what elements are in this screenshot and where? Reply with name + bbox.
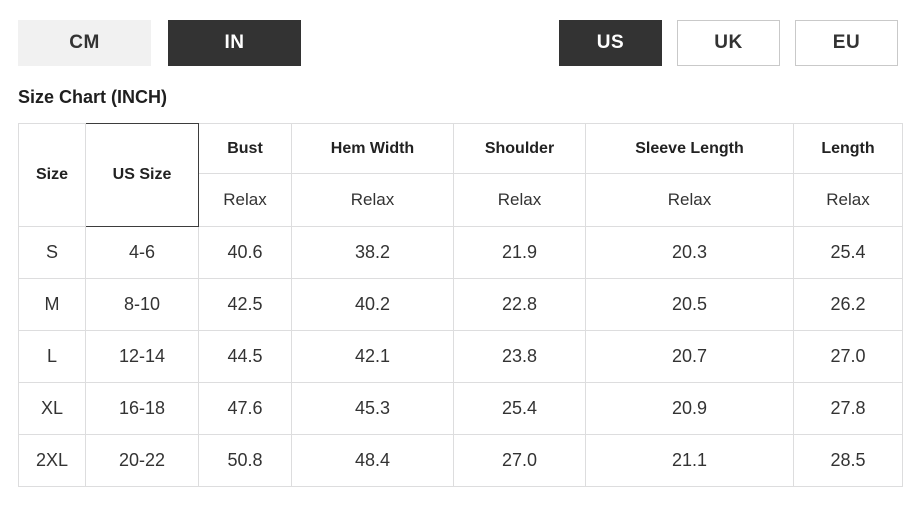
length-cell: 26.2 [793,278,903,331]
column-header-sleeve-length: Sleeve Length [585,123,794,174]
bust-cell: 47.6 [198,382,292,435]
subheader-sleeve-length-relax: Relax [585,173,794,227]
bust-cell: 44.5 [198,330,292,383]
column-header-us-size: US Size [85,123,199,227]
table-row: L 12-14 44.5 42.1 23.8 20.7 27.0 [18,330,903,383]
column-header-shoulder: Shoulder [453,123,586,174]
page-title: Size Chart (INCH) [18,87,168,107]
table-row: 2XL 20-22 50.8 48.4 27.0 21.1 28.5 [18,434,903,487]
toggles-row: CM IN US UK EU [18,20,898,66]
column-header-hem-width: Hem Width [291,123,454,174]
us-size-cell: 20-22 [85,434,199,487]
subheader-bust-relax: Relax [198,173,292,227]
column-header-bust: Bust [198,123,292,174]
subheader-length-relax: Relax [793,173,903,227]
length-cell: 25.4 [793,226,903,279]
us-size-cell: 8-10 [85,278,199,331]
bust-cell: 50.8 [198,434,292,487]
header-row-sub: Relax Relax Relax Relax Relax [19,173,903,227]
hem-width-cell: 45.3 [291,382,454,435]
hem-width-cell: 38.2 [291,226,454,279]
column-header-length: Length [793,123,903,174]
region-uk-button[interactable]: UK [677,20,780,66]
sleeve-length-cell: 20.5 [585,278,794,331]
table-row: XL 16-18 47.6 45.3 25.4 20.9 27.8 [18,382,903,435]
sleeve-length-cell: 20.7 [585,330,794,383]
length-cell: 27.0 [793,330,903,383]
hem-width-cell: 40.2 [291,278,454,331]
bust-cell: 42.5 [198,278,292,331]
us-size-cell: 4-6 [85,226,199,279]
size-cell: M [18,278,86,331]
column-header-size: Size [18,123,86,227]
bust-cell: 40.6 [198,226,292,279]
shoulder-cell: 27.0 [453,434,586,487]
unit-toggle-group: CM IN [18,20,301,66]
shoulder-cell: 25.4 [453,382,586,435]
subheader-hem-width-relax: Relax [291,173,454,227]
sleeve-length-cell: 21.1 [585,434,794,487]
subheader-shoulder-relax: Relax [453,173,586,227]
size-chart-table: Size US Size Bust Hem Width Shoulder Sle… [18,123,903,487]
region-us-button[interactable]: US [559,20,662,66]
size-cell: 2XL [18,434,86,487]
length-cell: 27.8 [793,382,903,435]
table-row: S 4-6 40.6 38.2 21.9 20.3 25.4 [18,226,903,279]
sleeve-length-cell: 20.9 [585,382,794,435]
hem-width-cell: 42.1 [291,330,454,383]
shoulder-cell: 23.8 [453,330,586,383]
length-cell: 28.5 [793,434,903,487]
us-size-cell: 12-14 [85,330,199,383]
region-toggle-group: US UK EU [559,20,898,66]
table-row: M 8-10 42.5 40.2 22.8 20.5 26.2 [18,278,903,331]
unit-cm-button[interactable]: CM [18,20,151,66]
sleeve-length-cell: 20.3 [585,226,794,279]
size-cell: XL [18,382,86,435]
region-eu-button[interactable]: EU [795,20,898,66]
shoulder-cell: 21.9 [453,226,586,279]
size-cell: S [18,226,86,279]
shoulder-cell: 22.8 [453,278,586,331]
size-cell: L [18,330,86,383]
us-size-cell: 16-18 [85,382,199,435]
header-row-main: Size US Size Bust Hem Width Shoulder Sle… [18,123,903,227]
hem-width-cell: 48.4 [291,434,454,487]
unit-in-button[interactable]: IN [168,20,301,66]
